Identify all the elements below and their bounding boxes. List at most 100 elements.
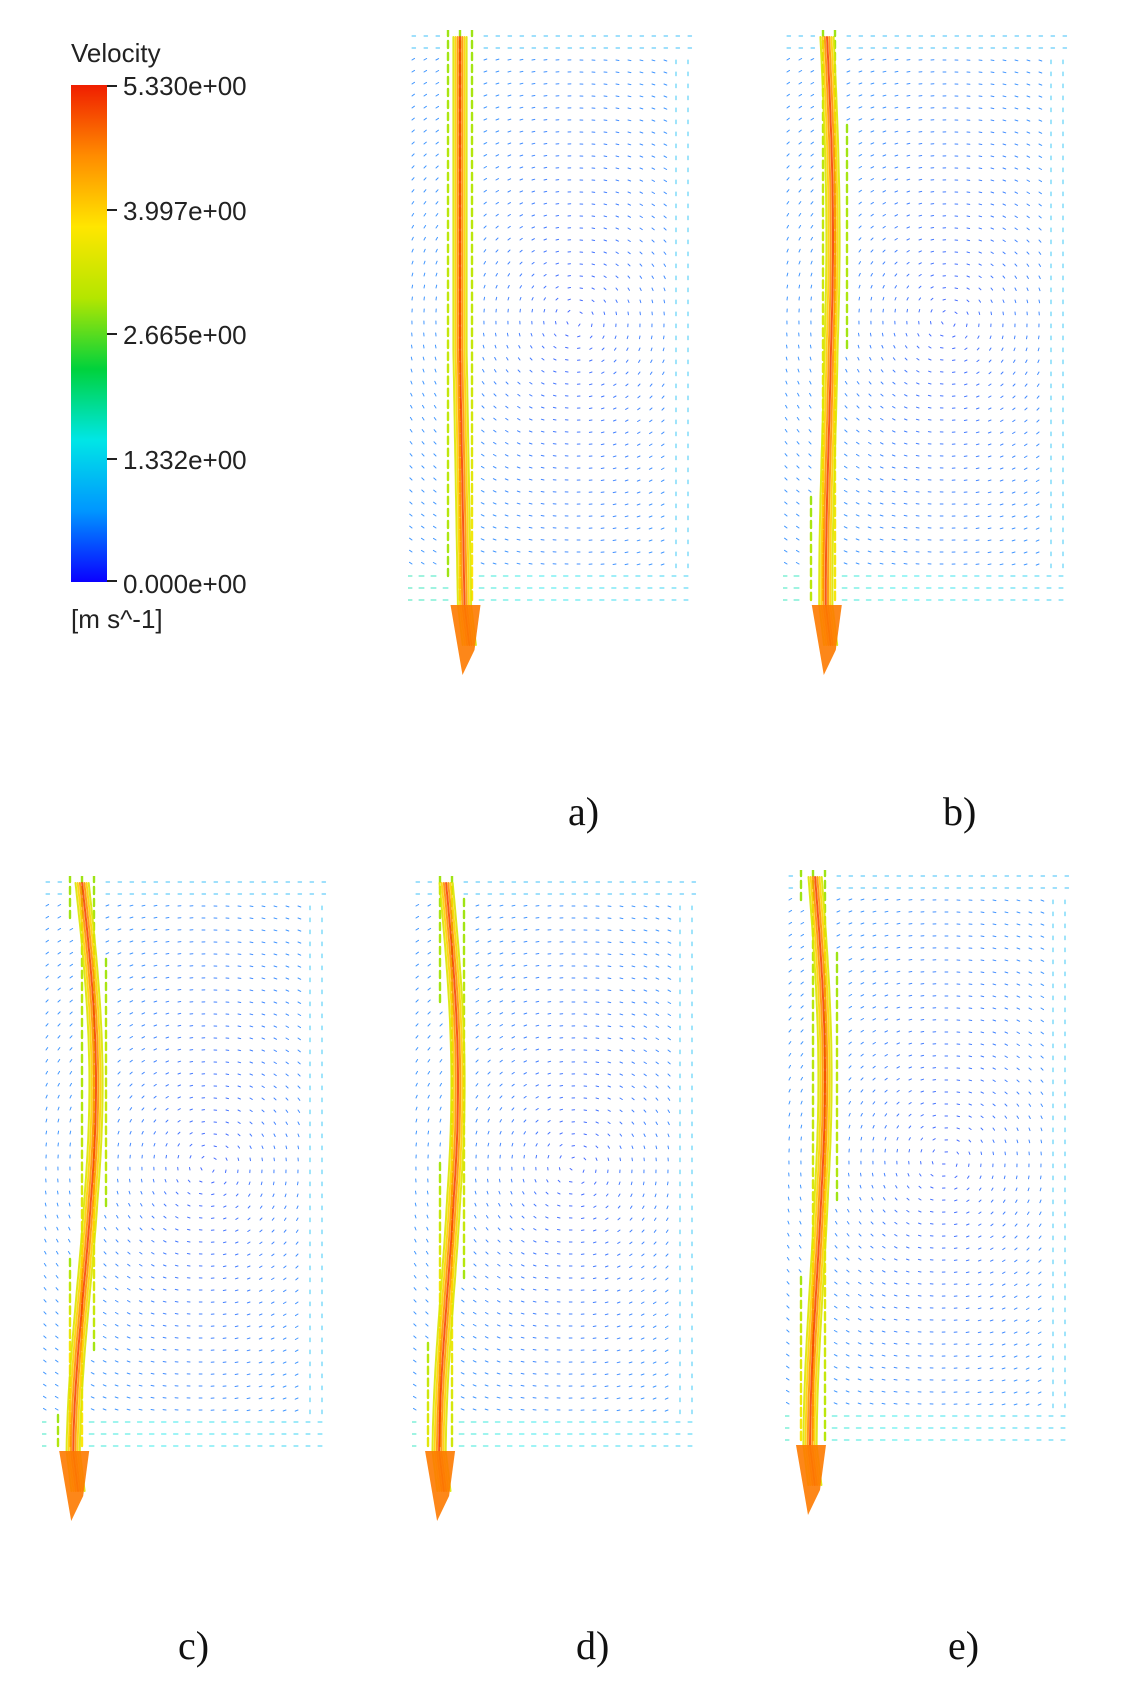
- velocity-arrow: [234, 1349, 239, 1352]
- velocity-arrow: [848, 982, 853, 985]
- velocity-arrow: [665, 1277, 669, 1281]
- velocity-arrow: [473, 1251, 477, 1255]
- velocity-arrow: [643, 1085, 647, 1089]
- velocity-arrow: [906, 226, 910, 229]
- velocity-arrow: [975, 419, 980, 422]
- velocity-arrow: [511, 1095, 515, 1099]
- velocity-arrow: [848, 1029, 852, 1033]
- velocity-arrow: [43, 1347, 47, 1351]
- velocity-arrow: [414, 1214, 417, 1219]
- velocity-arrow: [663, 143, 668, 146]
- velocity-arrow: [870, 142, 875, 145]
- velocity-arrow: [810, 213, 814, 217]
- velocity-arrow: [413, 1263, 417, 1267]
- velocity-arrow: [511, 1119, 515, 1123]
- velocity-arrow: [246, 1361, 251, 1364]
- velocity-arrow: [1014, 215, 1018, 218]
- velocity-arrow: [667, 965, 672, 968]
- velocity-arrow: [904, 382, 908, 385]
- velocity-arrow: [271, 1253, 275, 1257]
- velocity-arrow: [495, 201, 499, 205]
- velocity-arrow: [439, 1059, 443, 1063]
- velocity-arrow: [1004, 1019, 1009, 1022]
- velocity-arrow: [640, 1385, 645, 1388]
- velocity-arrow: [508, 1372, 513, 1375]
- velocity-arrow: [661, 455, 665, 459]
- velocity-arrow: [1038, 215, 1042, 219]
- colorbar-tick: [107, 209, 117, 211]
- velocity-arrow: [246, 1385, 251, 1388]
- velocity-arrow: [916, 406, 920, 409]
- velocity-arrow: [117, 916, 122, 919]
- velocity-arrow: [499, 916, 504, 919]
- velocity-arrow: [153, 1000, 158, 1003]
- velocity-arrow: [917, 333, 920, 337]
- velocity-arrow: [129, 1178, 131, 1183]
- velocity-arrow: [258, 1313, 263, 1316]
- velocity-arrow: [261, 1049, 265, 1052]
- velocity-arrow: [1026, 143, 1031, 146]
- velocity-arrow: [639, 215, 643, 218]
- velocity-arrow: [1035, 503, 1040, 506]
- velocity-arrow: [641, 1301, 645, 1304]
- velocity-arrow: [482, 344, 485, 349]
- velocity-arrow: [856, 429, 860, 433]
- velocity-arrow: [796, 417, 800, 421]
- velocity-arrow: [619, 1145, 622, 1149]
- velocity-arrow: [529, 418, 533, 421]
- velocity-arrow: [234, 1277, 239, 1280]
- velocity-arrow: [797, 404, 800, 409]
- velocity-arrow: [581, 1217, 585, 1219]
- velocity-arrow: [798, 213, 802, 217]
- velocity-arrow: [523, 976, 528, 979]
- velocity-arrow: [894, 273, 898, 277]
- velocity-arrow: [1013, 347, 1016, 352]
- velocity-arrow: [891, 562, 896, 565]
- velocity-arrow: [1012, 431, 1016, 434]
- velocity-arrow: [915, 430, 920, 433]
- velocity-arrow: [54, 1408, 59, 1411]
- velocity-arrow: [1004, 959, 1009, 962]
- velocity-arrow: [45, 1070, 48, 1075]
- velocity-arrow: [295, 1301, 299, 1305]
- velocity-arrow: [629, 1253, 633, 1257]
- velocity-arrow: [1037, 371, 1040, 375]
- velocity-arrow: [894, 249, 898, 253]
- velocity-arrow: [541, 370, 545, 373]
- velocity-arrow: [174, 1301, 179, 1303]
- velocity-arrow: [165, 1060, 169, 1063]
- velocity-arrow: [535, 965, 540, 967]
- velocity-arrow: [651, 119, 656, 122]
- velocity-arrow: [415, 1106, 418, 1111]
- velocity-arrow: [55, 1311, 59, 1315]
- velocity-arrow: [521, 1252, 525, 1255]
- velocity-arrow: [460, 1372, 465, 1375]
- velocity-arrow: [601, 347, 605, 351]
- velocity-arrow: [1002, 215, 1006, 218]
- velocity-arrow: [103, 1239, 107, 1243]
- velocity-arrow: [475, 1000, 480, 1003]
- velocity-arrow: [57, 1035, 61, 1039]
- velocity-arrow: [511, 904, 516, 907]
- velocity-arrow: [261, 1145, 264, 1149]
- velocity-arrow: [1036, 395, 1040, 399]
- velocity-arrow: [651, 83, 656, 86]
- velocity-arrow: [523, 1084, 527, 1087]
- velocity-arrow: [126, 1336, 131, 1339]
- velocity-arrow: [175, 1228, 179, 1231]
- velocity-arrow: [531, 190, 536, 193]
- velocity-arrow: [663, 251, 667, 255]
- velocity-arrow: [528, 490, 533, 493]
- velocity-arrow: [627, 299, 630, 303]
- velocity-arrow: [808, 405, 812, 409]
- velocity-arrow: [249, 929, 254, 931]
- velocity-arrow: [90, 1384, 95, 1387]
- velocity-arrow: [413, 1407, 417, 1411]
- velocity-arrow: [493, 393, 497, 397]
- velocity-arrow: [942, 310, 946, 313]
- velocity-arrow: [916, 345, 920, 349]
- velocity-arrow: [153, 1095, 157, 1099]
- velocity-arrow: [273, 1049, 277, 1052]
- velocity-arrow: [796, 513, 800, 517]
- velocity-arrow: [616, 1289, 621, 1292]
